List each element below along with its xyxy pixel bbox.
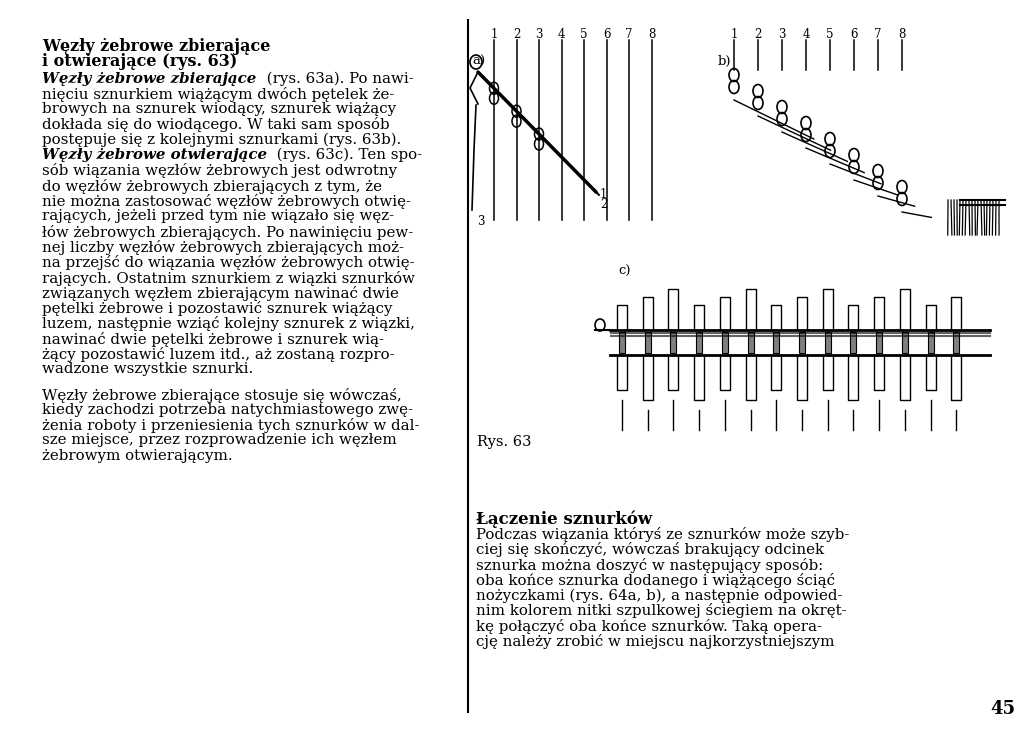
Text: 4: 4 [802, 28, 810, 41]
Bar [799, 332, 805, 353]
Text: kę połączyć oba końce sznurków. Taką opera-: kę połączyć oba końce sznurków. Taką ope… [476, 619, 822, 634]
Text: pętelki żebrowe i pozostawić sznurek wiążący: pętelki żebrowe i pozostawić sznurek wią… [42, 301, 392, 316]
Text: 45: 45 [990, 700, 1015, 718]
Text: Węzły żebrowe otwierające: Węzły żebrowe otwierające [42, 148, 267, 162]
Text: cję należy zrobić w miejscu najkorzystniejszym: cję należy zrobić w miejscu najkorzystni… [476, 634, 835, 649]
Text: rających, jeżeli przed tym nie wiązało się węz-: rających, jeżeli przed tym nie wiązało s… [42, 209, 394, 223]
Text: 2: 2 [513, 28, 520, 41]
Text: 2: 2 [600, 198, 607, 211]
Text: c): c) [618, 265, 631, 278]
Text: 8: 8 [898, 28, 905, 41]
Text: 4: 4 [558, 28, 565, 41]
Bar [748, 332, 754, 353]
Text: sznurka można doszyć w następujący sposób:: sznurka można doszyć w następujący sposó… [476, 558, 823, 573]
Text: sób wiązania węzłów żebrowych jest odwrotny: sób wiązania węzłów żebrowych jest odwro… [42, 163, 397, 178]
Text: nie można zastosować węzłów żebrowych otwię-: nie można zastosować węzłów żebrowych ot… [42, 194, 411, 209]
Text: sze miejsce, przez rozprowadzenie ich węzłem: sze miejsce, przez rozprowadzenie ich wę… [42, 434, 396, 447]
Text: wadzone wszystkie sznurki.: wadzone wszystkie sznurki. [42, 362, 253, 376]
Text: nej liczby węzłów żebrowych zbierających moż-: nej liczby węzłów żebrowych zbierających… [42, 240, 404, 255]
Bar [902, 332, 908, 353]
Text: browych na sznurek wiodący, sznurek wiążący: browych na sznurek wiodący, sznurek wiąż… [42, 102, 396, 116]
Text: 6: 6 [603, 28, 610, 41]
Text: 2: 2 [755, 28, 762, 41]
Bar [877, 332, 882, 353]
Bar [773, 332, 779, 353]
Text: nożyczkami (rys. 64a, b), a następnie odpowied-: nożyczkami (rys. 64a, b), a następnie od… [476, 588, 843, 603]
Text: 3: 3 [536, 28, 543, 41]
Text: łów żebrowych zbierających. Po nawinięciu pew-: łów żebrowych zbierających. Po nawinięci… [42, 224, 414, 240]
Text: 1: 1 [730, 28, 737, 41]
Text: 1: 1 [490, 28, 498, 41]
Text: 7: 7 [874, 28, 882, 41]
Bar [671, 332, 677, 353]
Text: ciej się skończyć, wówczaś brakujący odcinek: ciej się skończyć, wówczaś brakujący odc… [476, 542, 824, 557]
Text: na przejść do wiązania węzłów żebrowych otwię-: na przejść do wiązania węzłów żebrowych … [42, 255, 415, 270]
Bar [850, 332, 856, 353]
Text: 6: 6 [850, 28, 858, 41]
Text: luzem, następnie wziąć kolejny sznurek z wiązki,: luzem, następnie wziąć kolejny sznurek z… [42, 316, 415, 331]
Text: żący pozostawić luzem itd., aż zostaną rozpro-: żący pozostawić luzem itd., aż zostaną r… [42, 347, 394, 362]
Text: a): a) [472, 55, 485, 68]
Text: 7: 7 [626, 28, 633, 41]
Bar [696, 332, 702, 353]
Bar [928, 332, 934, 353]
Text: i otwierające (rys. 63): i otwierające (rys. 63) [42, 53, 238, 71]
Text: 5: 5 [826, 28, 834, 41]
Text: 5: 5 [581, 28, 588, 41]
Text: Podczas wiązania któryś ze sznurków może szyb-: Podczas wiązania któryś ze sznurków może… [476, 527, 849, 542]
Text: Węzły żebrowe zbierające stosuje się wówczaś,: Węzły żebrowe zbierające stosuje się wów… [42, 388, 401, 403]
Bar [618, 332, 625, 353]
Text: (rys. 63a). Po nawi-: (rys. 63a). Po nawi- [262, 71, 414, 86]
Bar [824, 332, 830, 353]
Text: związanych węzłem zbierającym nawinać dwie: związanych węzłem zbierającym nawinać dw… [42, 286, 399, 301]
Text: żenia roboty i przeniesienia tych sznurków w dal-: żenia roboty i przeniesienia tych sznurk… [42, 418, 420, 434]
Text: nięciu sznurkiem wiążącym dwóch pętelek że-: nięciu sznurkiem wiążącym dwóch pętelek … [42, 87, 394, 102]
Text: Węzły żebrowe zbierające: Węzły żebrowe zbierające [42, 71, 256, 85]
Text: Węzły żebrowe zbierające: Węzły żebrowe zbierające [42, 38, 270, 55]
Bar [645, 332, 650, 353]
Text: kiedy zachodzi potrzeba natychmiastowego zwę-: kiedy zachodzi potrzeba natychmiastowego… [42, 403, 413, 417]
Bar [953, 332, 959, 353]
Text: nim kolorem nitki szpulkowej ściegiem na okręt-: nim kolorem nitki szpulkowej ściegiem na… [476, 604, 847, 618]
Text: 3: 3 [477, 215, 484, 228]
Text: 1: 1 [600, 188, 607, 201]
Text: b): b) [718, 55, 731, 68]
Text: do węzłów żebrowych zbierających z tym, że: do węzłów żebrowych zbierających z tym, … [42, 179, 382, 194]
Bar [722, 332, 728, 353]
Text: 3: 3 [778, 28, 785, 41]
Text: oba końce sznurka dodanego i wiążącego ściąć: oba końce sznurka dodanego i wiążącego ś… [476, 573, 835, 588]
Text: 8: 8 [648, 28, 655, 41]
Text: dokłada się do wiodącego. W taki sam sposób: dokłada się do wiodącego. W taki sam spo… [42, 118, 389, 132]
Text: postępuje się z kolejnymi sznurkami (rys. 63b).: postępuje się z kolejnymi sznurkami (rys… [42, 132, 401, 147]
Text: Rys. 63: Rys. 63 [477, 435, 531, 449]
Text: (rys. 63c). Ten spo-: (rys. 63c). Ten spo- [271, 148, 422, 163]
Text: Łączenie sznurków: Łączenie sznurków [476, 510, 652, 528]
Text: nawinać dwie pętelki żebrowe i sznurek wią-: nawinać dwie pętelki żebrowe i sznurek w… [42, 332, 384, 347]
Text: rających. Ostatnim sznurkiem z wiązki sznurków: rających. Ostatnim sznurkiem z wiązki sz… [42, 271, 415, 286]
Text: żebrowym otwierającym.: żebrowym otwierającym. [42, 449, 232, 463]
